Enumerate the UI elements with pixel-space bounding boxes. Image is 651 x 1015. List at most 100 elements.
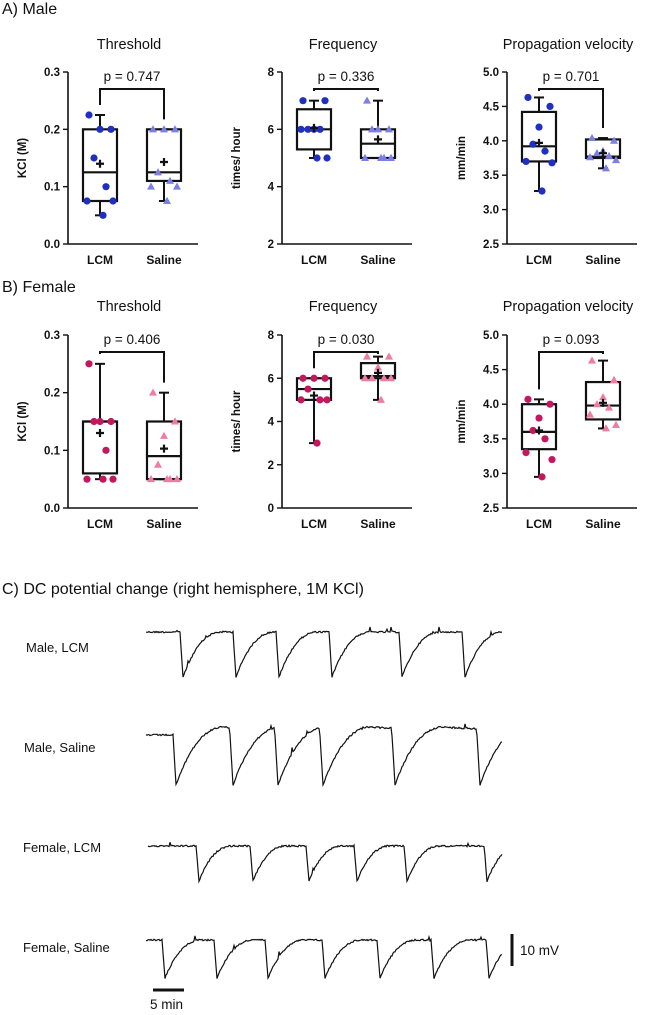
data-point [374, 363, 382, 371]
y-tick-label: 2 [268, 239, 274, 251]
y-tick-label: 4.5 [483, 365, 500, 377]
box-group-lcm [295, 97, 333, 162]
box-iqr [145, 420, 183, 481]
x-category-label: Saline [360, 517, 396, 531]
data-point [599, 393, 607, 401]
female-velocity-chart: Propagation velocity 2.5 3.0 3.5 4.0 4.5 5.0 mm… [456, 299, 637, 531]
significance-bracket [99, 351, 165, 383]
data-point [171, 417, 179, 425]
voltage-scale-label: 10 mV [520, 943, 559, 958]
data-point [363, 352, 371, 360]
data-point [107, 125, 115, 133]
data-point [85, 111, 93, 119]
y-tick-label: 2.5 [483, 239, 500, 251]
box-group-saline [584, 356, 622, 432]
data-point [160, 431, 168, 439]
x-category-label: Saline [360, 253, 396, 267]
y-tick-label: 0.0 [44, 239, 60, 251]
section-a-title: A) Male [2, 1, 57, 18]
box-group-saline [359, 352, 397, 403]
data-point [102, 183, 110, 191]
box-group-lcm [81, 360, 119, 483]
chart-title: Frequency [309, 299, 378, 315]
box-group-lcm [295, 374, 333, 447]
data-point [154, 460, 162, 468]
chart-title: Threshold [97, 37, 161, 53]
data-point [541, 147, 549, 155]
mean-marker [374, 368, 382, 377]
data-point [605, 403, 613, 411]
y-tick-label: 3.0 [483, 468, 499, 480]
p-value-label: p = 0.093 [543, 332, 600, 347]
x-category-label: LCM [87, 517, 113, 531]
y-axis-label: KCl (M) [17, 138, 29, 178]
data-point [85, 360, 93, 368]
data-point [109, 475, 117, 483]
x-category-label: Saline [146, 253, 182, 267]
data-point [593, 400, 601, 408]
box-group-lcm [81, 111, 119, 219]
data-point [588, 133, 596, 142]
male-velocity-chart: Propagation velocity 2.5 3.0 3.5 4.0 4.5 5.0 mm… [456, 37, 637, 267]
mean-marker [310, 391, 318, 400]
mean-marker [599, 149, 607, 158]
x-category-label: LCM [87, 253, 113, 267]
dc-potential-traces [145, 626, 503, 980]
male-frequency-chart: Frequency 2 4 6 8 times/ hour LCM Saline p = 0.3… [231, 37, 412, 267]
data-point [368, 374, 376, 382]
data-point [385, 125, 393, 133]
significance-bracket [313, 351, 379, 369]
data-point [83, 475, 91, 483]
time-scale-label: 5 min [150, 997, 183, 1012]
data-point [313, 439, 321, 447]
box-iqr [520, 110, 558, 163]
trace-label: Female, Saline [23, 940, 110, 955]
data-point [96, 417, 104, 426]
data-point [299, 97, 307, 105]
y-axis-label: times/ hour [231, 390, 243, 453]
y-tick-label: 4.0 [483, 136, 499, 148]
significance-bracket [538, 88, 604, 129]
x-category-label: LCM [526, 253, 552, 267]
y-tick-label: 0.1 [44, 445, 61, 457]
y-tick-label: 4.0 [483, 399, 499, 411]
data-point [522, 157, 530, 166]
data-point [524, 93, 532, 102]
data-point [96, 125, 104, 133]
trace-label: Female, LCM [23, 840, 101, 855]
mean-marker [96, 159, 104, 168]
data-point [109, 197, 117, 205]
data-point [612, 420, 620, 428]
data-point [361, 153, 369, 161]
data-point [535, 414, 543, 422]
p-value-label: p = 0.747 [104, 69, 161, 84]
data-point [313, 154, 321, 162]
data-point [310, 374, 318, 382]
box-iqr [359, 362, 397, 380]
data-point [304, 385, 312, 393]
y-tick-label: 8 [268, 67, 275, 79]
data-point [610, 136, 618, 144]
mean-marker [160, 158, 168, 167]
data-point [90, 154, 98, 162]
dc-trace [147, 841, 503, 884]
data-point [605, 151, 613, 159]
data-point [173, 182, 181, 190]
significance-bracket [313, 88, 379, 91]
y-tick-label: 0 [268, 503, 274, 515]
x-category-label: LCM [301, 517, 327, 531]
y-tick-label: 3.5 [483, 434, 500, 446]
p-value-label: p = 0.336 [318, 69, 375, 84]
data-point [163, 196, 171, 204]
data-point [321, 97, 329, 105]
significance-bracket [99, 88, 165, 120]
mean-marker [535, 426, 543, 435]
data-point [316, 396, 324, 404]
p-value-label: p = 0.701 [543, 69, 600, 84]
data-point [538, 473, 546, 481]
data-point [316, 125, 324, 133]
y-tick-label: 5.0 [483, 67, 499, 79]
chart-title: Threshold [97, 299, 161, 315]
section-b-title: B) Female [2, 279, 76, 296]
